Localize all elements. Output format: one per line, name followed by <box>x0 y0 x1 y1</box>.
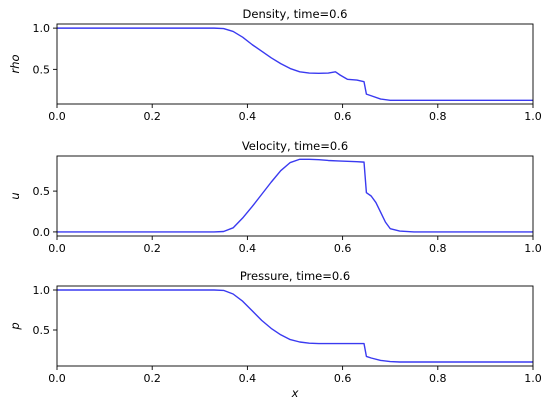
pressure-x-tick-label: 0.8 <box>429 372 447 385</box>
pressure-y-label: p <box>8 322 22 330</box>
velocity-y-tick-label: 0.0 <box>33 226 51 239</box>
pressure-x-tick-label: 0.2 <box>143 372 161 385</box>
velocity-x-tick-label: 0.2 <box>143 242 161 255</box>
velocity-x-tick-label: 0.6 <box>334 242 352 255</box>
density-axes-frame <box>56 23 534 105</box>
pressure-x-tick-label: 0.0 <box>48 372 66 385</box>
density-x-tick-label: 0.0 <box>48 110 66 123</box>
velocity-x-tick-label: 0.8 <box>429 242 447 255</box>
velocity-y-tick-label: 0.5 <box>33 185 51 198</box>
pressure-title: Pressure, time=0.6 <box>240 269 350 283</box>
velocity-x-tick-label: 0.4 <box>239 242 257 255</box>
pressure-axes-frame <box>56 285 534 367</box>
density-chart: 0.0 0.2 0.4 0.6 0.8 1.0 0.5 1.0 Density, time=0.… <box>8 7 542 123</box>
velocity-axes-frame <box>56 155 534 237</box>
pressure-series-line <box>57 289 533 363</box>
pressure-x-label: x <box>291 386 299 400</box>
velocity-x-tick-label: 0.0 <box>48 242 66 255</box>
pressure-x-tick-label: 0.6 <box>334 372 352 385</box>
density-x-tick-label: 1.0 <box>524 110 542 123</box>
density-series-line <box>57 27 533 101</box>
velocity-y-label: u <box>8 192 22 199</box>
density-title: Density, time=0.6 <box>243 7 348 21</box>
velocity-series-line <box>57 158 533 233</box>
pressure-chart: 0.0 0.2 0.4 0.6 0.8 1.0 0.5 1.0 Pressure, time=0… <box>8 269 542 400</box>
density-x-tick-label: 0.4 <box>239 110 257 123</box>
pressure-y-tick-label: 0.5 <box>33 324 51 337</box>
density-y-tick-label: 0.5 <box>33 63 51 76</box>
pressure-y-tick-label: 1.0 <box>33 284 51 297</box>
density-x-tick-label: 0.8 <box>429 110 447 123</box>
pressure-x-tick-label: 1.0 <box>524 372 542 385</box>
velocity-title: Velocity, time=0.6 <box>242 139 348 153</box>
velocity-chart: 0.0 0.2 0.4 0.6 0.8 1.0 0.0 0.5 Velocity, time=0… <box>8 139 542 255</box>
pressure-x-tick-label: 0.4 <box>239 372 257 385</box>
density-y-tick-label: 1.0 <box>33 22 51 35</box>
density-x-tick-label: 0.6 <box>334 110 352 123</box>
density-y-label: rho <box>8 54 22 73</box>
density-x-tick-label: 0.2 <box>143 110 161 123</box>
velocity-x-tick-label: 1.0 <box>524 242 542 255</box>
